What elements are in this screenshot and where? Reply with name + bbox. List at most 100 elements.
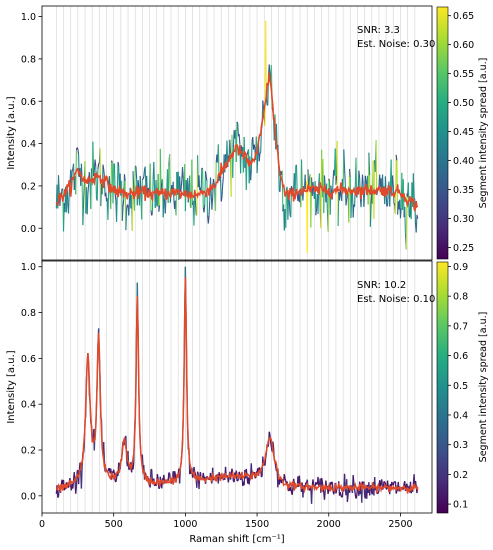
- raw-segment: [94, 159, 97, 167]
- raw-segment: [337, 192, 340, 226]
- y-tick-label: 0.6: [21, 97, 36, 108]
- raw-segment: [335, 175, 338, 185]
- raw-segment: [181, 166, 184, 179]
- raw-segment: [194, 471, 197, 475]
- raw-segment: [218, 472, 221, 476]
- raw-segment: [391, 481, 394, 485]
- colorbar-tick-label: 0.7: [453, 321, 468, 332]
- raw-segment: [392, 481, 395, 486]
- raw-segment: [395, 154, 398, 161]
- raw-segment: [310, 485, 313, 504]
- raw-segment: [196, 471, 199, 475]
- raw-segment: [343, 168, 346, 184]
- raw-segment: [235, 121, 238, 163]
- y-tick-label: 0.2: [21, 446, 36, 457]
- raw-segment: [61, 188, 64, 191]
- raw-segment: [205, 176, 208, 182]
- top-raw-series: [55, 20, 419, 253]
- raw-segment: [206, 180, 209, 216]
- x-tick-label: 1500: [245, 519, 269, 530]
- raw-segment: [86, 193, 89, 215]
- raw-segment: [204, 171, 207, 205]
- raw-segment: [250, 169, 252, 181]
- top-y-axis: 0.0 0.2 0.4 0.6 0.8 1.0: [21, 12, 42, 235]
- raw-segment: [335, 489, 338, 494]
- raw-segment: [339, 189, 342, 194]
- colorbar-tick-label: 0.3: [453, 440, 468, 451]
- raw-segment: [114, 193, 117, 201]
- raw-segment: [237, 123, 239, 137]
- raw-segment: [393, 203, 396, 205]
- raw-segment: [137, 180, 140, 188]
- raw-segment: [133, 166, 136, 211]
- raw-segment: [384, 481, 386, 484]
- raw-segment: [376, 190, 379, 196]
- x-tick-label: 500: [105, 519, 123, 530]
- raw-segment: [117, 462, 120, 476]
- colorbar-tick-label: 0.40: [453, 156, 474, 167]
- bottom-smoothed-series: [56, 277, 419, 494]
- raw-segment: [256, 155, 259, 174]
- raw-segment: [77, 148, 80, 155]
- bottom-chart: 0.00.20.40.60.81.0 0 500 1000 1500 2000 2500 …: [6, 260, 489, 545]
- raw-segment: [373, 477, 377, 491]
- raw-segment: [168, 472, 171, 474]
- raw-segment: [370, 485, 373, 494]
- raw-segment: [75, 486, 78, 494]
- raw-segment: [212, 179, 214, 198]
- raw-segment: [87, 184, 90, 194]
- x-tick-label: 2500: [388, 519, 412, 530]
- bottom-colorbar-label: Segment intensity spread [a.u.]: [478, 312, 489, 463]
- y-tick-label: 0.0: [21, 224, 36, 235]
- raw-segment: [238, 133, 241, 145]
- raw-segment: [83, 184, 85, 202]
- raw-segment: [80, 466, 83, 489]
- raw-segment: [348, 168, 351, 223]
- raw-segment: [404, 206, 407, 236]
- raw-segment: [343, 473, 346, 488]
- raw-segment: [379, 482, 382, 487]
- raw-segment: [158, 205, 161, 212]
- colorbar-tick-label: 0.50: [453, 98, 474, 109]
- smoothed-line: [55, 72, 419, 212]
- y-tick-label: 0.4: [21, 139, 36, 150]
- y-tick-label: 0.0: [21, 491, 36, 502]
- x-tick-label: 2000: [317, 519, 341, 530]
- raw-segment: [399, 207, 402, 219]
- raw-segment: [316, 483, 318, 486]
- y-tick-label: 1.0: [21, 262, 36, 273]
- raw-segment: [158, 487, 161, 490]
- raw-segment: [268, 431, 271, 436]
- raw-segment: [116, 193, 118, 222]
- raw-segment: [237, 479, 240, 482]
- raw-segment: [258, 153, 261, 162]
- raw-segment: [76, 147, 79, 150]
- raw-segment: [82, 201, 85, 226]
- raw-segment: [330, 185, 333, 194]
- raw-segment: [212, 178, 215, 183]
- y-tick-label: 0.8: [21, 54, 36, 65]
- raw-segment: [132, 462, 135, 470]
- top-colorbar-ticks: 0.25 0.30 0.35 0.40 0.45 0.50 0.55 0.60 0.65: [448, 11, 474, 254]
- raw-segment: [350, 193, 353, 218]
- top-colorbar: [436, 6, 449, 260]
- bottom-noise-annotation: Est. Noise: 0.10: [357, 294, 435, 305]
- top-snr-annotation: SNR: 3.3: [357, 25, 400, 36]
- colorbar-tick-label: 0.9: [453, 262, 468, 273]
- raw-segment: [349, 168, 351, 178]
- raw-segment: [151, 212, 153, 216]
- colorbar-tick-label: 0.30: [453, 214, 474, 225]
- raw-segment: [125, 208, 128, 231]
- raw-segment: [191, 475, 194, 478]
- raw-segment: [386, 205, 388, 207]
- raw-segment: [121, 207, 124, 221]
- raw-segment: [135, 166, 138, 179]
- raw-segment: [392, 175, 394, 187]
- raw-segment: [118, 462, 121, 465]
- colorbar-tick-label: 0.60: [453, 40, 474, 51]
- raw-segment: [394, 154, 397, 214]
- raw-segment: [222, 176, 224, 186]
- raw-segment: [328, 178, 330, 181]
- raw-segment: [326, 183, 328, 209]
- raw-segment: [107, 468, 110, 472]
